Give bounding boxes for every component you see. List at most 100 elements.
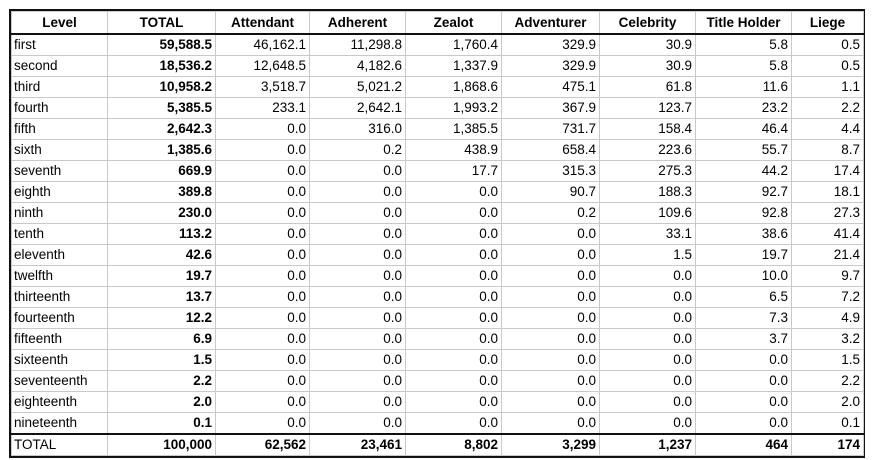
cell-zealot: 17.7 — [405, 160, 502, 182]
cell-celebrity: 30.9 — [599, 33, 696, 56]
cell-celebrity: 223.6 — [599, 139, 696, 161]
cell-celebrity: 0.0 — [599, 328, 696, 350]
cell-adventurer: 0.0 — [501, 349, 600, 371]
cell-adherent: 0.0 — [309, 160, 406, 182]
cell-zealot: 0.0 — [405, 202, 502, 224]
cell-level: seventh — [11, 160, 108, 182]
cell-adherent: 0.0 — [309, 244, 406, 266]
total-row-celebrity: 1,237 — [599, 433, 696, 456]
cell-adherent: 0.0 — [309, 202, 406, 224]
cell-title-holder: 11.6 — [695, 76, 792, 98]
cell-attendant: 0.0 — [215, 370, 310, 392]
cell-adherent: 0.0 — [309, 412, 406, 435]
cell-adherent: 0.0 — [309, 223, 406, 245]
cell-level: sixth — [11, 139, 108, 161]
cell-attendant: 46,162.1 — [215, 33, 310, 56]
cell-attendant: 0.0 — [215, 118, 310, 140]
cell-zealot: 0.0 — [405, 307, 502, 329]
cell-total: 59,588.5 — [107, 33, 216, 56]
cell-level: fifth — [11, 118, 108, 140]
table-row: third 10,958.2 3,518.7 5,021.2 1,868.6 475.1 6… — [11, 76, 864, 98]
cell-adherent: 0.0 — [309, 265, 406, 287]
total-row: TOTAL 100,000 62,562 23,461 8,802 3,299 … — [11, 433, 864, 456]
total-row-liege: 174 — [791, 433, 864, 456]
cell-total: 12.2 — [107, 307, 216, 329]
cell-zealot: 1,760.4 — [405, 33, 502, 56]
cell-attendant: 0.0 — [215, 412, 310, 435]
cell-celebrity: 0.0 — [599, 391, 696, 413]
table-row: twelfth 19.7 0.0 0.0 0.0 0.0 0.0 10.0 9.7 — [11, 265, 864, 287]
cell-level: eleventh — [11, 244, 108, 266]
cell-liege: 9.7 — [791, 265, 864, 287]
cell-level: ninth — [11, 202, 108, 224]
cell-zealot: 1,868.6 — [405, 76, 502, 98]
cell-attendant: 0.0 — [215, 202, 310, 224]
cell-level: fourteenth — [11, 307, 108, 329]
cell-total: 1.5 — [107, 349, 216, 371]
cell-title-holder: 5.8 — [695, 33, 792, 56]
header-liege: Liege — [791, 11, 864, 35]
header-title-holder: Title Holder — [695, 11, 792, 35]
cell-adventurer: 0.0 — [501, 412, 600, 435]
cell-zealot: 0.0 — [405, 349, 502, 371]
cell-total: 18,536.2 — [107, 55, 216, 77]
cell-attendant: 0.0 — [215, 265, 310, 287]
cell-zealot: 0.0 — [405, 370, 502, 392]
cell-level: sixteenth — [11, 349, 108, 371]
cell-total: 2,642.3 — [107, 118, 216, 140]
cell-title-holder: 92.7 — [695, 181, 792, 203]
cell-adventurer: 0.0 — [501, 265, 600, 287]
cell-level: tenth — [11, 223, 108, 245]
cell-total: 230.0 — [107, 202, 216, 224]
table-footer: TOTAL 100,000 62,562 23,461 8,802 3,299 … — [11, 433, 864, 456]
cell-adventurer: 0.0 — [501, 328, 600, 350]
cell-title-holder: 19.7 — [695, 244, 792, 266]
cell-celebrity: 0.0 — [599, 349, 696, 371]
cell-title-holder: 3.7 — [695, 328, 792, 350]
header-level: Level — [11, 11, 108, 35]
cell-total: 6.9 — [107, 328, 216, 350]
table-row: sixth 1,385.6 0.0 0.2 438.9 658.4 223.6 55.7 8.7 — [11, 139, 864, 161]
table-row: fourteenth 12.2 0.0 0.0 0.0 0.0 0.0 7.3 4.9 — [11, 307, 864, 329]
cell-adherent: 0.0 — [309, 349, 406, 371]
cell-attendant: 0.0 — [215, 328, 310, 350]
cell-title-holder: 0.0 — [695, 370, 792, 392]
cell-adherent: 0.0 — [309, 328, 406, 350]
cell-adventurer: 0.0 — [501, 370, 600, 392]
cell-celebrity: 33.1 — [599, 223, 696, 245]
cell-adventurer: 90.7 — [501, 181, 600, 203]
cell-total: 19.7 — [107, 265, 216, 287]
cell-attendant: 12,648.5 — [215, 55, 310, 77]
cell-total: 0.1 — [107, 412, 216, 435]
cell-zealot: 0.0 — [405, 286, 502, 308]
table-row: eighteenth 2.0 0.0 0.0 0.0 0.0 0.0 0.0 2.0 — [11, 391, 864, 413]
total-row-adventurer: 3,299 — [501, 433, 600, 456]
cell-attendant: 3,518.7 — [215, 76, 310, 98]
cell-title-holder: 23.2 — [695, 97, 792, 119]
cell-celebrity: 0.0 — [599, 307, 696, 329]
header-row: Level TOTAL Attendant Adherent Zealot Ad… — [11, 11, 864, 35]
cell-adventurer: 0.0 — [501, 286, 600, 308]
cell-attendant: 0.0 — [215, 391, 310, 413]
cell-zealot: 1,385.5 — [405, 118, 502, 140]
cell-adventurer: 0.2 — [501, 202, 600, 224]
cell-liege: 2.2 — [791, 97, 864, 119]
cell-adherent: 0.0 — [309, 286, 406, 308]
cell-liege: 3.2 — [791, 328, 864, 350]
header-adherent: Adherent — [309, 11, 406, 35]
cell-celebrity: 123.7 — [599, 97, 696, 119]
cell-zealot: 438.9 — [405, 139, 502, 161]
spreadsheet: Level TOTAL Attendant Adherent Zealot Ad… — [9, 9, 865, 458]
cell-title-holder: 5.8 — [695, 55, 792, 77]
cell-adventurer: 658.4 — [501, 139, 600, 161]
total-row-zealot: 8,802 — [405, 433, 502, 456]
cell-total: 2.2 — [107, 370, 216, 392]
cell-total: 1,385.6 — [107, 139, 216, 161]
cell-adventurer: 315.3 — [501, 160, 600, 182]
table-row: thirteenth 13.7 0.0 0.0 0.0 0.0 0.0 6.5 7.2 — [11, 286, 864, 308]
cell-adherent: 5,021.2 — [309, 76, 406, 98]
cell-zealot: 0.0 — [405, 181, 502, 203]
level-distribution-table: Level TOTAL Attendant Adherent Zealot Ad… — [11, 11, 864, 456]
cell-level: fifteenth — [11, 328, 108, 350]
cell-zealot: 0.0 — [405, 223, 502, 245]
